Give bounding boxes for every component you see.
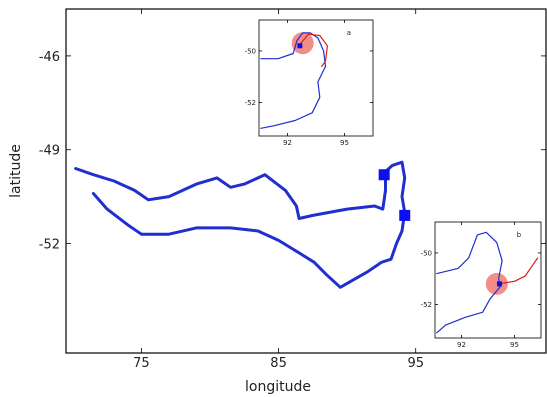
main-xtick-label: 95 bbox=[407, 356, 424, 371]
main-xtick-label: 75 bbox=[133, 356, 150, 371]
x-axis-label: longitude bbox=[245, 379, 311, 395]
inset-b-highlight-region bbox=[485, 272, 508, 295]
inset-a-ytick-label: -50 bbox=[245, 47, 256, 55]
inset-b-ytick-label: -52 bbox=[421, 301, 432, 309]
inset-a-highlight-region bbox=[291, 32, 314, 55]
inset-b-xtick-label: 92 bbox=[457, 341, 466, 349]
inset-a-xtick-label: 95 bbox=[340, 139, 349, 147]
main-marker-0 bbox=[378, 169, 390, 181]
inset-a-marker-0 bbox=[297, 43, 303, 49]
inset-a-ytick-label: -52 bbox=[245, 99, 256, 107]
inset-a-xtick-label: 92 bbox=[283, 139, 292, 147]
main-xtick-label: 85 bbox=[270, 356, 287, 371]
inset-b-panel: 92 95 -50 -52 b bbox=[421, 221, 542, 349]
main-ytick-label: -49 bbox=[39, 144, 60, 159]
inset-b-series-0-line bbox=[436, 231, 503, 334]
inset-a-panel: 92 95 -50 -52 a bbox=[245, 19, 374, 147]
y-axis-label: latitude bbox=[8, 144, 24, 198]
inset-a-frame bbox=[258, 19, 374, 137]
main-marker-1 bbox=[399, 209, 411, 221]
main-series-0-line bbox=[74, 160, 407, 289]
inset-b-xtick-label: 95 bbox=[510, 341, 519, 349]
inset-b-panel-label: b bbox=[517, 231, 522, 239]
main-ytick-label: -46 bbox=[39, 50, 60, 65]
inset-b-marker-0 bbox=[496, 281, 502, 287]
inset-a-series-0-line bbox=[260, 32, 327, 129]
inset-b-series-1-line bbox=[498, 257, 539, 285]
inset-a-panel-label: a bbox=[347, 29, 351, 37]
main-ytick-label: -52 bbox=[39, 238, 60, 253]
inset-b-ytick-label: -50 bbox=[421, 249, 432, 257]
inset-a-series-1-line bbox=[300, 33, 328, 68]
